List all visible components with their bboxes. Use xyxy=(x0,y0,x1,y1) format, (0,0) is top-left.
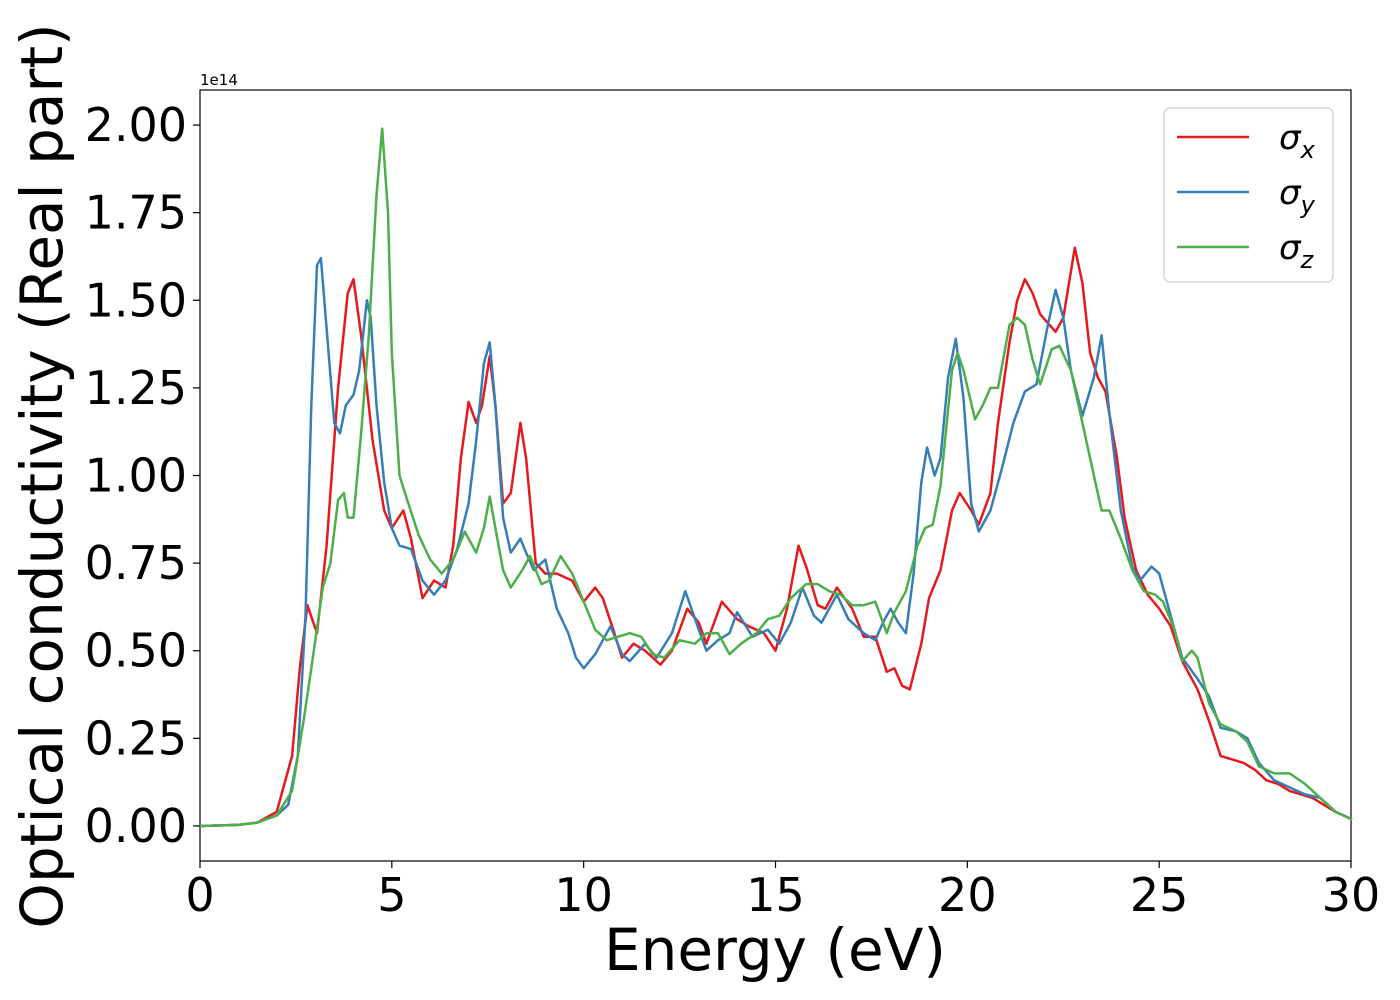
y-tick-label: 1.50 xyxy=(85,273,187,327)
y-tick-label: 0.00 xyxy=(85,799,187,853)
legend: σx σy σz xyxy=(1163,107,1334,283)
y-axis-ticks: 0.00 0.25 0.50 0.75 1.00 1.25 1.50 1.75 2.00 xyxy=(85,98,200,853)
x-axis-label: Energy (eV) xyxy=(604,916,946,984)
y-offset-label: 1e14 xyxy=(200,71,238,89)
x-axis-ticks: 0 5 10 15 20 25 30 xyxy=(185,861,1380,922)
y-tick-label: 0.75 xyxy=(85,536,187,590)
y-tick-label: 1.75 xyxy=(85,186,187,240)
legend-label-y: σy xyxy=(1279,173,1316,219)
x-tick-label: 25 xyxy=(1130,868,1189,922)
y-axis-label: Optical conductivity (Real part) xyxy=(8,23,76,928)
x-tick-label: 5 xyxy=(377,868,406,922)
y-tick-label: 1.25 xyxy=(85,361,187,415)
series-layer xyxy=(198,127,1353,828)
x-tick-label: 30 xyxy=(1322,868,1381,922)
legend-label-z: σz xyxy=(1279,228,1315,274)
x-tick-label: 10 xyxy=(554,868,613,922)
series-line-z xyxy=(198,127,1353,828)
y-tick-label: 0.25 xyxy=(85,711,187,765)
y-tick-label: 0.50 xyxy=(85,624,187,678)
legend-box xyxy=(1163,107,1334,283)
plot-frame xyxy=(199,89,1352,862)
series-line-x xyxy=(198,246,1353,828)
x-tick-label: 0 xyxy=(185,868,214,922)
legend-label-x: σx xyxy=(1279,118,1316,164)
y-tick-label: 2.00 xyxy=(85,98,187,152)
legend-items: σx σy σz xyxy=(1177,118,1316,274)
plot-area xyxy=(198,89,1353,862)
x-tick-label: 15 xyxy=(746,868,805,922)
y-tick-label: 1.00 xyxy=(85,449,187,503)
x-tick-label: 20 xyxy=(938,868,997,922)
series-line-y xyxy=(198,256,1353,828)
